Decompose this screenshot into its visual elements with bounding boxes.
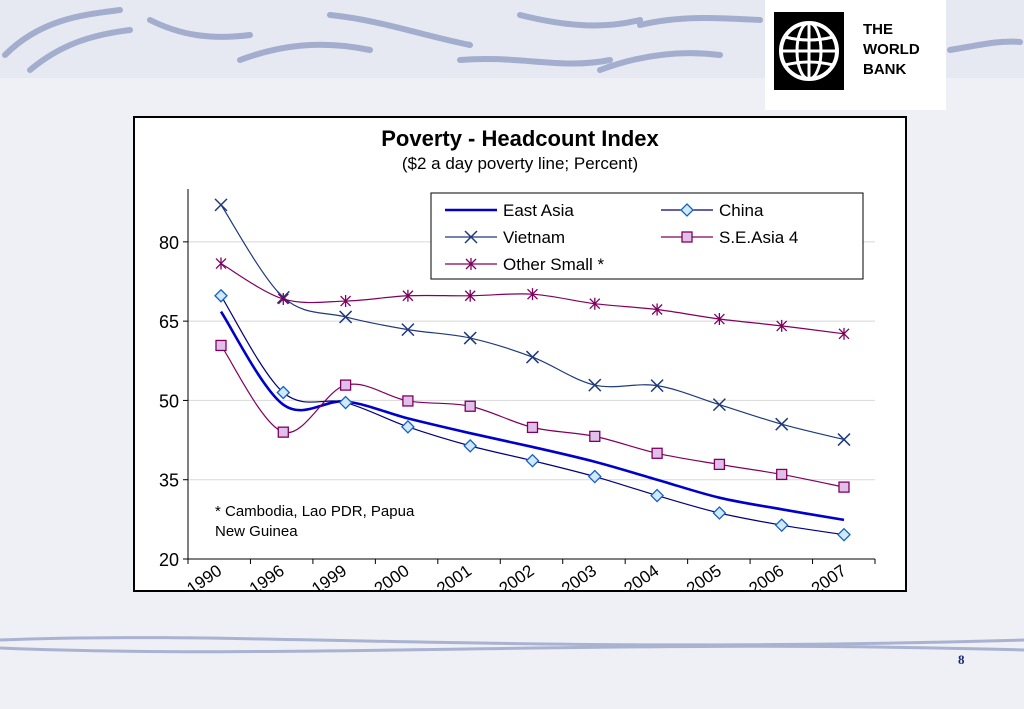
series-line-east-asia bbox=[219, 310, 845, 522]
data-point-other-small bbox=[838, 327, 850, 340]
y-tick-label: 35 bbox=[159, 471, 179, 491]
x-tick-label: 2001 bbox=[433, 561, 475, 590]
x-tick-label: 2006 bbox=[745, 561, 787, 590]
y-tick-label: 50 bbox=[159, 391, 179, 411]
legend-marker-s-e-asia-4 bbox=[681, 231, 693, 243]
data-point-other-small bbox=[589, 297, 601, 310]
data-point-vietnam bbox=[588, 378, 602, 392]
data-point-other-small bbox=[651, 303, 663, 316]
data-point-china bbox=[463, 438, 478, 453]
data-point-vietnam bbox=[463, 331, 477, 345]
data-point-s-e-asia-4 bbox=[776, 468, 788, 481]
data-point-other-small bbox=[215, 257, 227, 270]
x-tick-label: 2004 bbox=[621, 561, 663, 590]
data-point-vietnam bbox=[214, 198, 228, 212]
data-point-china bbox=[587, 469, 602, 484]
data-point-other-small bbox=[340, 295, 352, 308]
x-tick-label: 1990 bbox=[183, 561, 225, 590]
legend bbox=[430, 192, 864, 280]
legend-marker-other-small bbox=[465, 258, 477, 270]
globe-icon bbox=[774, 12, 844, 90]
legend-marker-china bbox=[680, 203, 694, 217]
data-point-s-e-asia-4 bbox=[277, 426, 289, 438]
wave-decoration bbox=[2, 7, 1023, 73]
logo-line: BANK bbox=[863, 61, 907, 78]
data-point-vietnam bbox=[837, 433, 851, 447]
data-point-china bbox=[650, 488, 665, 503]
data-point-china bbox=[525, 453, 540, 468]
data-point-vietnam bbox=[525, 350, 540, 364]
legend-label-east-asia: East Asia bbox=[503, 201, 574, 220]
data-point-vietnam bbox=[339, 310, 353, 324]
data-point-s-e-asia-4 bbox=[838, 481, 850, 493]
bottom-wave bbox=[0, 636, 1024, 654]
data-point-china bbox=[214, 288, 228, 303]
logo-wordmark: THE WORLD BANK bbox=[863, 20, 920, 80]
line-chart: Poverty - Headcount Index ($2 a day pover… bbox=[159, 126, 876, 590]
chart-title: Poverty - Headcount Index bbox=[381, 126, 659, 151]
legend-marker-vietnam bbox=[464, 230, 478, 244]
logo-line: THE bbox=[863, 21, 893, 38]
data-point-other-small bbox=[713, 313, 725, 326]
data-point-s-e-asia-4 bbox=[713, 458, 726, 471]
data-point-china bbox=[774, 518, 789, 533]
x-tick-label: 2002 bbox=[496, 561, 538, 590]
y-tick-label: 65 bbox=[159, 312, 179, 332]
legend-label-vietnam: Vietnam bbox=[503, 228, 565, 247]
x-tick-label: 2003 bbox=[558, 561, 600, 590]
series-line-s-e-asia-4 bbox=[220, 345, 845, 488]
legend-label-china: China bbox=[719, 201, 764, 220]
data-point-s-e-asia-4 bbox=[402, 395, 414, 407]
data-point-china bbox=[276, 385, 291, 400]
logo-line: WORLD bbox=[863, 41, 920, 58]
data-point-s-e-asia-4 bbox=[215, 339, 227, 352]
legend-label-other-small: Other Small * bbox=[503, 255, 604, 274]
y-tick-label: 80 bbox=[159, 233, 179, 253]
data-point-s-e-asia-4 bbox=[464, 400, 476, 412]
page-number: 8 bbox=[958, 652, 965, 667]
data-point-other-small bbox=[464, 289, 476, 302]
data-point-s-e-asia-4 bbox=[589, 430, 601, 443]
data-point-china bbox=[338, 395, 353, 410]
world-bank-logo: THE WORLD BANK bbox=[765, 0, 946, 110]
chart-panel: Poverty - Headcount Index ($2 a day pover… bbox=[133, 116, 907, 592]
data-point-other-small bbox=[527, 288, 538, 301]
data-point-vietnam bbox=[712, 398, 726, 412]
x-tick-label: 2000 bbox=[371, 561, 413, 590]
x-tick-label: 1999 bbox=[308, 561, 350, 590]
data-point-china bbox=[400, 419, 415, 434]
data-point-china bbox=[837, 527, 851, 542]
chart-note: New Guinea bbox=[215, 523, 298, 540]
x-tick-label: 2007 bbox=[808, 561, 850, 590]
x-tick-label: 2005 bbox=[683, 561, 725, 590]
chart-note: * Cambodia, Lao PDR, Papua bbox=[215, 503, 415, 520]
data-point-s-e-asia-4 bbox=[526, 421, 539, 434]
data-point-vietnam bbox=[775, 417, 789, 431]
data-point-vietnam bbox=[401, 323, 415, 337]
legend-label-s-e-asia-4: S.E.Asia 4 bbox=[719, 228, 798, 247]
data-point-vietnam bbox=[650, 379, 664, 393]
data-point-china bbox=[712, 506, 727, 520]
data-point-s-e-asia-4 bbox=[651, 447, 663, 459]
data-point-other-small bbox=[776, 319, 788, 332]
x-tick-label: 1996 bbox=[246, 561, 288, 590]
y-tick-label: 20 bbox=[159, 550, 179, 570]
chart-subtitle: ($2 a day poverty line; Percent) bbox=[402, 154, 638, 173]
data-point-s-e-asia-4 bbox=[339, 379, 352, 391]
data-point-other-small bbox=[277, 292, 289, 305]
data-point-other-small bbox=[402, 289, 414, 302]
